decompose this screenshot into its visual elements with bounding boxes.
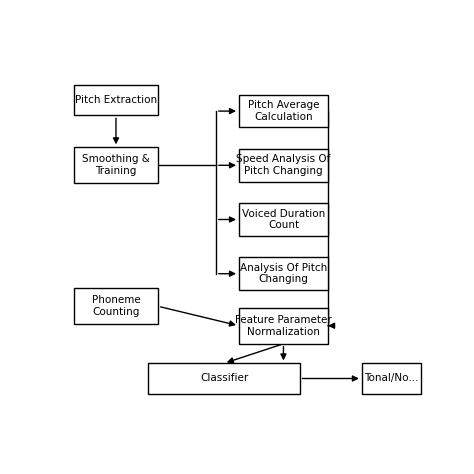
FancyBboxPatch shape bbox=[239, 203, 328, 236]
FancyBboxPatch shape bbox=[362, 363, 421, 394]
FancyBboxPatch shape bbox=[239, 95, 328, 128]
Text: Feature Parameter
Normalization: Feature Parameter Normalization bbox=[235, 315, 332, 337]
Text: Pitch Extraction: Pitch Extraction bbox=[75, 95, 157, 105]
FancyBboxPatch shape bbox=[148, 363, 300, 394]
Text: Tonal/No...: Tonal/No... bbox=[364, 374, 419, 383]
FancyBboxPatch shape bbox=[239, 149, 328, 182]
Text: Analysis Of Pitch
Changing: Analysis Of Pitch Changing bbox=[240, 263, 327, 284]
FancyBboxPatch shape bbox=[74, 147, 158, 183]
Text: Classifier: Classifier bbox=[200, 374, 248, 383]
Text: Smoothing &
Training: Smoothing & Training bbox=[82, 155, 150, 176]
Text: Voiced Duration
Count: Voiced Duration Count bbox=[242, 209, 325, 230]
FancyBboxPatch shape bbox=[74, 85, 158, 116]
Text: Phoneme
Counting: Phoneme Counting bbox=[91, 295, 140, 317]
Text: Speed Analysis Of
Pitch Changing: Speed Analysis Of Pitch Changing bbox=[236, 155, 331, 176]
FancyBboxPatch shape bbox=[74, 288, 158, 324]
Text: Pitch Average
Calculation: Pitch Average Calculation bbox=[248, 100, 319, 122]
FancyBboxPatch shape bbox=[239, 257, 328, 290]
FancyBboxPatch shape bbox=[239, 308, 328, 344]
